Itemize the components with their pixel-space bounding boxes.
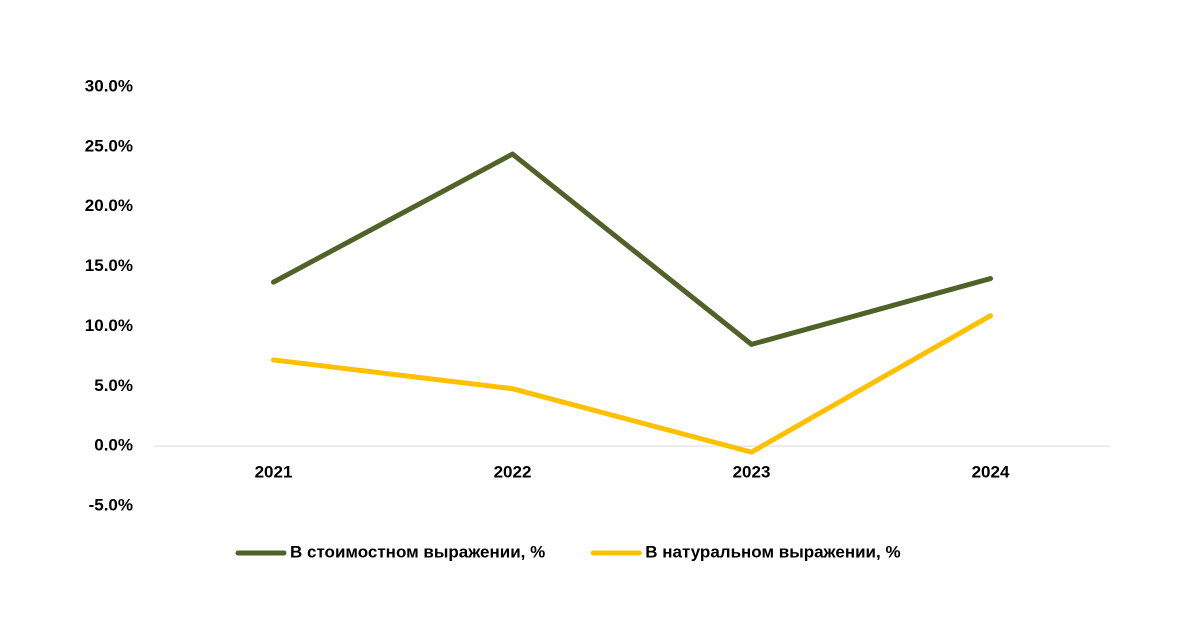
series-line [271, 151, 993, 347]
x-tick-label: 2022 [494, 462, 532, 481]
x-tick-label: 2021 [255, 462, 293, 481]
y-tick-label: 15.0% [85, 256, 133, 275]
y-tick-label: 0.0% [94, 436, 133, 455]
series-line [271, 313, 993, 455]
y-tick-label: 20.0% [85, 196, 133, 215]
y-tick-label: 5.0% [94, 376, 133, 395]
x-tick-label: 2024 [972, 462, 1010, 481]
y-tick-label: 10.0% [85, 316, 133, 335]
y-tick-label: -5.0% [89, 495, 133, 514]
y-tick-label: 25.0% [85, 136, 133, 155]
x-tick-label: 2023 [733, 462, 771, 481]
legend-label: В натуральном выражении, % [645, 542, 900, 561]
y-tick-label: 30.0% [85, 76, 133, 95]
legend-label: В стоимостном выражении, % [290, 542, 545, 561]
